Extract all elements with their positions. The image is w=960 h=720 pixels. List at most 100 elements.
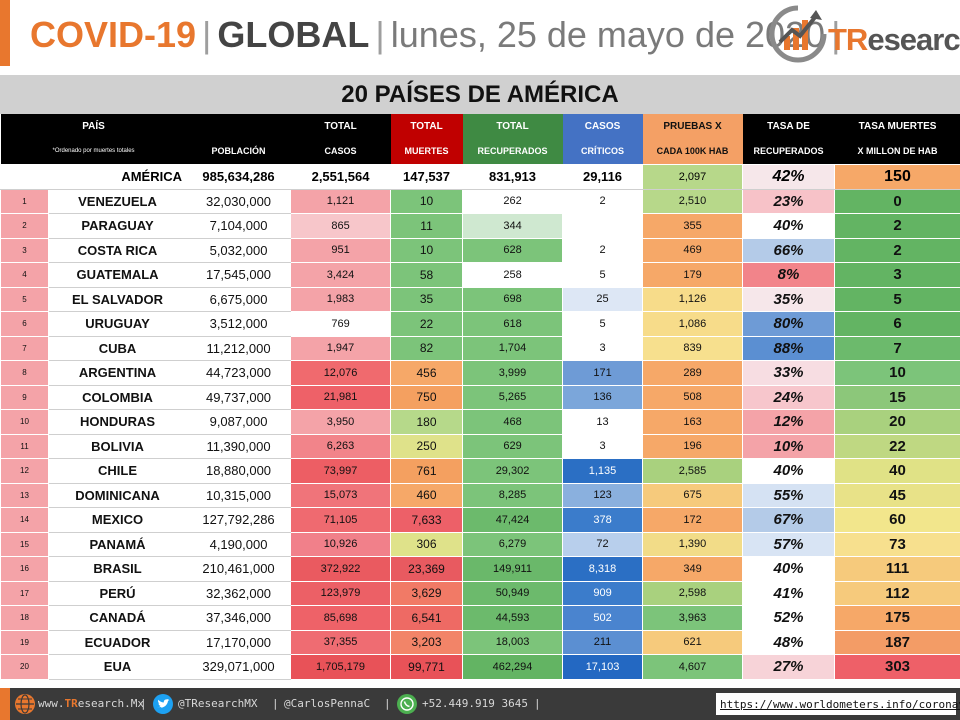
row-criticos: 2	[562, 188, 644, 214]
row-muertes: 180	[390, 409, 464, 435]
row-casos: 951	[290, 237, 392, 263]
row-recuperados: 29,302	[462, 458, 564, 484]
row-tasa-recup: 66%	[742, 237, 836, 263]
table-row: 13 DOMINICANA 10,315,000 15,073 460 8,285 123 6…	[0, 482, 960, 508]
row-country: CUBA	[47, 335, 188, 361]
logo-chart-icon	[769, 5, 827, 63]
row-number: 6	[0, 311, 49, 337]
row-pruebas: 3,963	[642, 605, 744, 631]
row-country: CHILE	[47, 458, 188, 484]
header-row-2: *Ordenado por muertes totales POBLACIÓN …	[0, 139, 960, 164]
table-row: 16 BRASIL 210,461,000 372,922 23,369 149,911 8…	[0, 556, 960, 582]
source-url-link[interactable]: https://www.worldometers.info/coronaviru…	[720, 698, 960, 711]
row-criticos: 136	[562, 384, 644, 410]
logo-tr: TR	[828, 22, 868, 57]
row-criticos: 2	[562, 237, 644, 263]
row-recuperados: 629	[462, 433, 564, 459]
row-number: 4	[0, 262, 49, 288]
row-poblacion: 210,461,000	[186, 556, 292, 582]
row-poblacion: 9,087,000	[186, 409, 292, 435]
row-muertes: 11	[390, 213, 464, 239]
row-tasa-muertes: 5	[834, 286, 960, 312]
row-tasa-recup: 10%	[742, 433, 836, 459]
row-poblacion: 17,170,000	[186, 629, 292, 655]
report-title: COVID-19 | GLOBAL | lunes, 25 de mayo de 202…	[30, 10, 846, 60]
row-recuperados: 8,285	[462, 482, 564, 508]
row-casos: 769	[290, 311, 392, 337]
row-pruebas: 675	[642, 482, 744, 508]
title-covid: COVID-19	[30, 14, 197, 55]
row-tasa-muertes: 3	[834, 262, 960, 288]
row-poblacion: 17,545,000	[186, 262, 292, 288]
row-tasa-muertes: 303	[834, 654, 960, 680]
row-muertes: 23,369	[390, 556, 464, 582]
table-row: 15 PANAMÁ 4,190,000 10,926 306 6,279 72 1,390 57…	[0, 531, 960, 557]
table-row: 12 CHILE 18,880,000 73,997 761 29,302 1,135 2,5…	[0, 458, 960, 484]
table-row: 18 CANADÁ 37,346,000 85,698 6,541 44,593 502 3,…	[0, 605, 960, 631]
row-country: URUGUAY	[47, 311, 188, 337]
row-recuperados: 18,003	[462, 629, 564, 655]
title-global: GLOBAL	[217, 14, 370, 55]
row-pruebas: 2,585	[642, 458, 744, 484]
row-poblacion: 3,512,000	[186, 311, 292, 337]
row-tasa-recup: 57%	[742, 531, 836, 557]
table-row: 2 PARAGUAY 7,104,000 865 11 344 355 40% 2	[0, 213, 960, 239]
row-recuperados: 258	[462, 262, 564, 288]
row-tasa-recup: 41%	[742, 580, 836, 606]
row-tasa-recup: 40%	[742, 556, 836, 582]
row-poblacion: 127,792,286	[186, 507, 292, 533]
row-country: COLOMBIA	[47, 384, 188, 410]
row-tasa-recup: 33%	[742, 360, 836, 386]
table-body: AMÉRICA 985,634,286 2,551,564 147,537 83…	[0, 163, 960, 680]
col-header-total-casos: TOTAL	[290, 114, 391, 139]
row-criticos: 171	[562, 360, 644, 386]
row-country: EL SALVADOR	[47, 286, 188, 312]
whatsapp-icon	[397, 694, 417, 714]
row-pruebas: 508	[642, 384, 744, 410]
row-tasa-muertes: 111	[834, 556, 960, 582]
row-number: 1	[0, 188, 49, 214]
row-muertes: 58	[390, 262, 464, 288]
row-muertes: 6,541	[390, 605, 464, 631]
footer-phone[interactable]: +52.449.919 3645	[422, 697, 528, 710]
row-number: 7	[0, 335, 49, 361]
row-tasa-recup: 55%	[742, 482, 836, 508]
row-number: 5	[0, 286, 49, 312]
row-country: PERÚ	[47, 580, 188, 606]
row-pruebas: 163	[642, 409, 744, 435]
row-poblacion: 7,104,000	[186, 213, 292, 239]
row-poblacion: 32,030,000	[186, 188, 292, 214]
row-recuperados: 462,294	[462, 654, 564, 680]
footer-twitter-carlos[interactable]: @CarlosPennaC	[284, 697, 371, 710]
table-row: 8 ARGENTINA 44,723,000 12,076 456 3,999 171 289…	[0, 360, 960, 386]
row-tasa-recup: 24%	[742, 384, 836, 410]
footer-twitter-tresearch[interactable]: @TResearchMX	[178, 697, 258, 710]
row-tasa-recup: 52%	[742, 605, 836, 631]
row-tasa-muertes: 20	[834, 409, 960, 435]
row-number: 10	[0, 409, 49, 435]
row-number: 19	[0, 629, 49, 655]
row-tasa-muertes: 22	[834, 433, 960, 459]
row-recuperados: 6,279	[462, 531, 564, 557]
row-criticos: 17,103	[562, 654, 644, 680]
row-recuperados: 44,593	[462, 605, 564, 631]
row-poblacion: 18,880,000	[186, 458, 292, 484]
row-country: HONDURAS	[47, 409, 188, 435]
row-poblacion: 11,212,000	[186, 335, 292, 361]
row-tasa-muertes: 2	[834, 237, 960, 263]
row-recuperados: 344	[462, 213, 564, 239]
footer: www.TResearch.Mx | @TResearchMX | @Carlo…	[0, 688, 960, 720]
row-muertes: 82	[390, 335, 464, 361]
america-poblacion: 985,634,286	[186, 163, 292, 190]
row-muertes: 3,203	[390, 629, 464, 655]
globe-icon	[15, 694, 35, 714]
america-criticos: 29,116	[562, 163, 644, 190]
america-tasa-recup: 42%	[742, 163, 836, 190]
table-row: 6 URUGUAY 3,512,000 769 22 618 5 1,086 80% 6	[0, 311, 960, 337]
footer-website[interactable]: www.TResearch.Mx	[38, 697, 144, 710]
row-casos: 1,947	[290, 335, 392, 361]
row-casos: 21,981	[290, 384, 392, 410]
twitter-icon	[153, 694, 173, 714]
row-poblacion: 37,346,000	[186, 605, 292, 631]
